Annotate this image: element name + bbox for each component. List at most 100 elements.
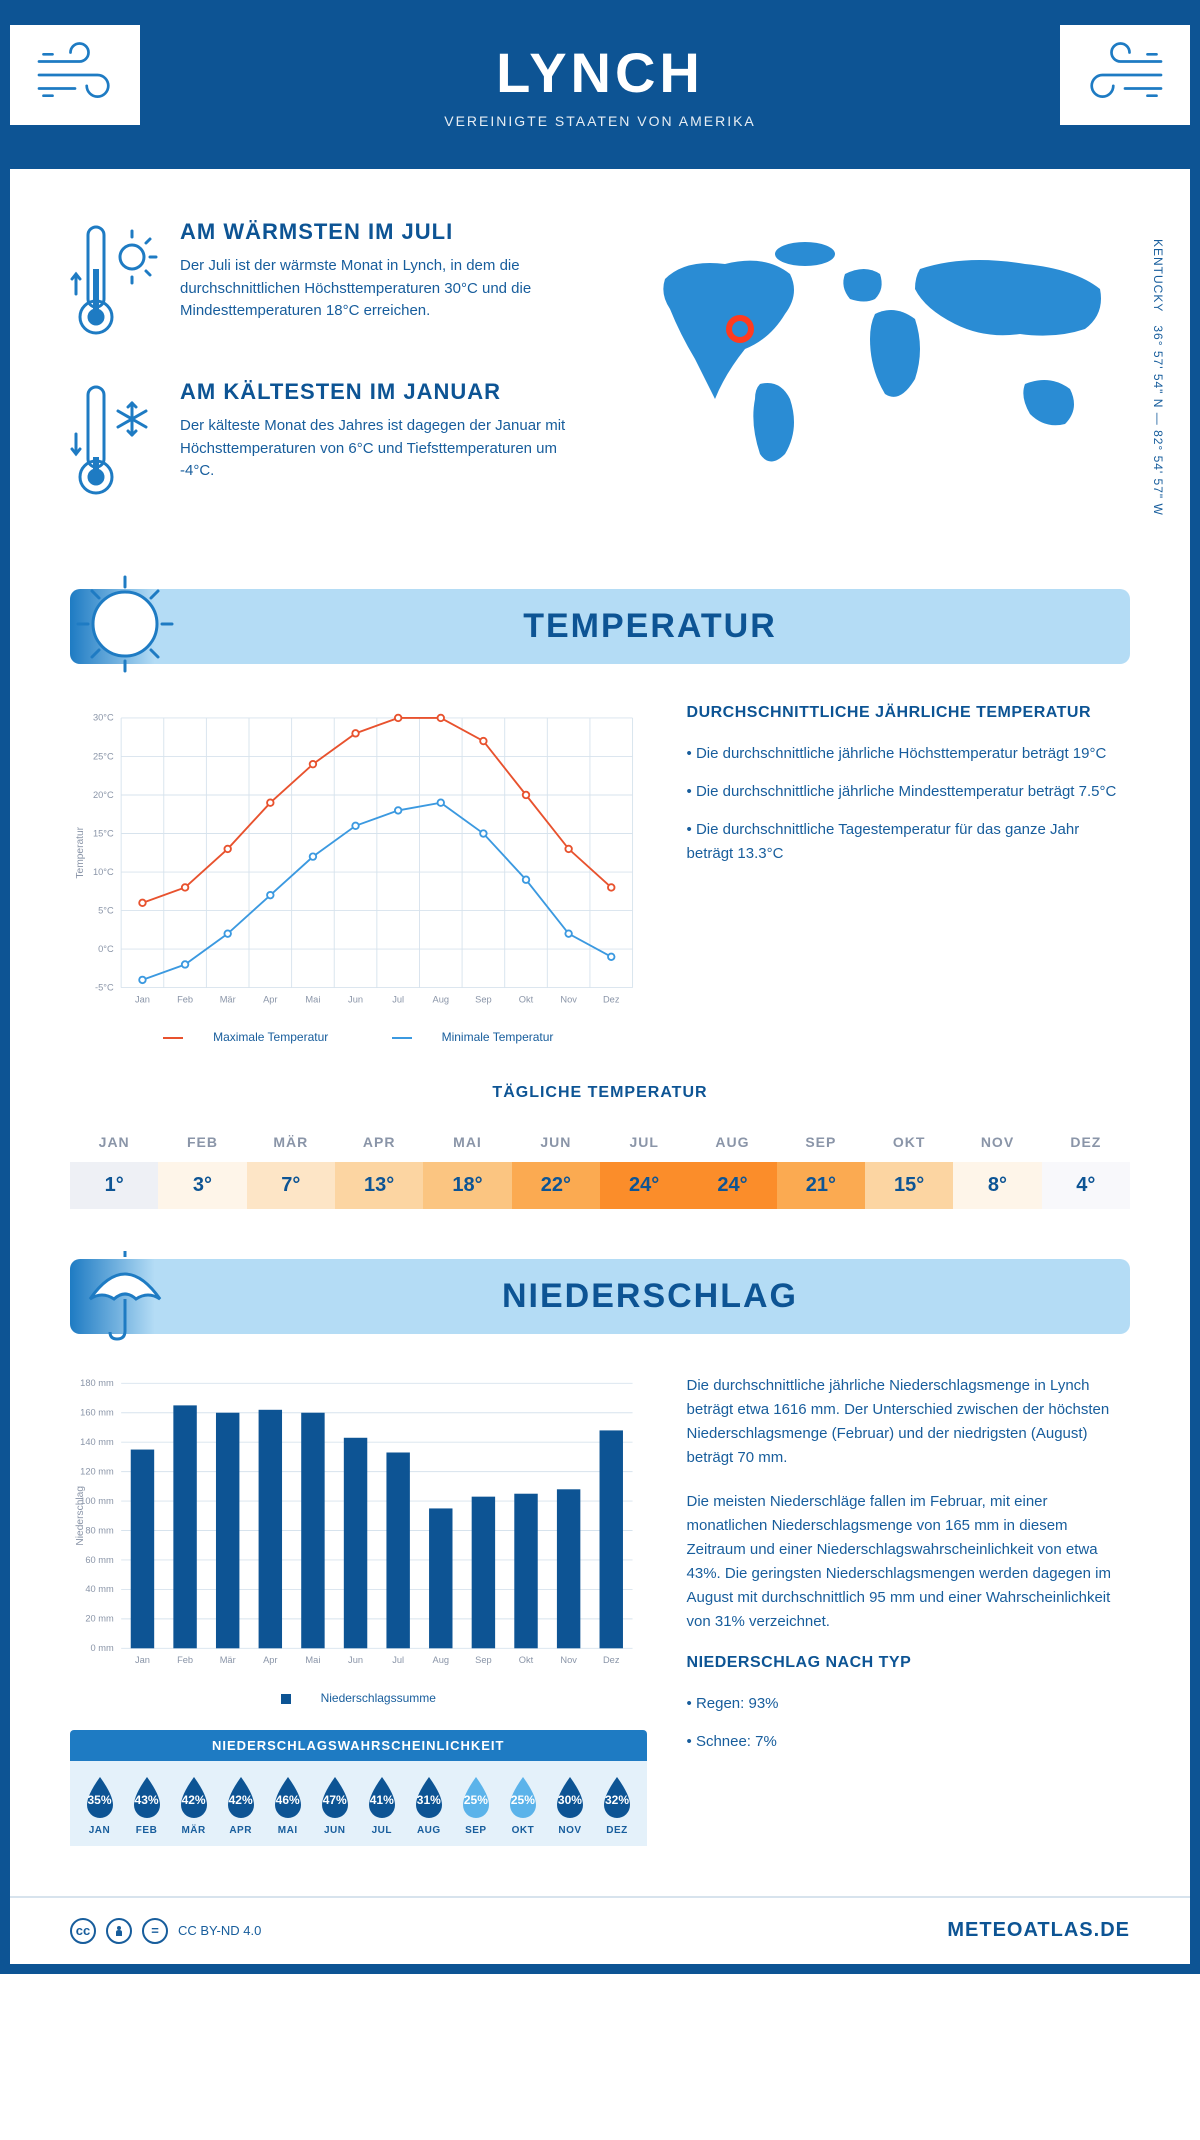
fact-warm-title: AM WÄRMSTEN IM JULI	[180, 219, 580, 245]
svg-text:80 mm: 80 mm	[85, 1525, 114, 1535]
coordinates-label: KENTUCKY 36° 57' 54" N — 82° 54' 57" W	[1151, 239, 1165, 516]
daily-temp-cell: 13°	[335, 1162, 423, 1209]
probability-item: 32% DEZ	[593, 1775, 640, 1836]
thermometer-sun-icon	[70, 219, 160, 344]
svg-text:60 mm: 60 mm	[85, 1555, 114, 1565]
svg-text:10°C: 10°C	[93, 867, 114, 877]
probability-block: NIEDERSCHLAGSWAHRSCHEINLICHKEIT 35% JAN …	[70, 1730, 647, 1846]
daily-month-header: APR	[335, 1122, 423, 1162]
svg-text:Jun: Jun	[348, 1655, 363, 1665]
drop-icon: 31%	[410, 1775, 448, 1821]
daily-temp-value-row: 1°3°7°13°18°22°24°24°21°15°8°4°	[70, 1162, 1130, 1209]
probability-row: 35% JAN 43% FEB 42% MÄR 42% APR 46% MAI …	[70, 1761, 647, 1846]
fact-warmest: AM WÄRMSTEN IM JULI Der Juli ist der wär…	[70, 219, 580, 344]
header: LYNCH VEREINIGTE STAATEN VON AMERIKA	[10, 10, 1190, 169]
daily-temp-title: TÄGLICHE TEMPERATUR	[70, 1084, 1130, 1102]
svg-text:Dez: Dez	[603, 994, 620, 1004]
umbrella-icon	[70, 1239, 180, 1349]
svg-text:Aug: Aug	[433, 994, 450, 1004]
by-icon	[106, 1918, 132, 1944]
svg-text:5°C: 5°C	[98, 905, 114, 915]
svg-text:Mär: Mär	[220, 994, 236, 1004]
city-title: LYNCH	[30, 40, 1170, 105]
precip-chart-legend: Niederschlagssumme	[70, 1691, 647, 1705]
drop-icon: 47%	[316, 1775, 354, 1821]
daily-temp-cell: 24°	[600, 1162, 688, 1209]
drop-icon: 43%	[128, 1775, 166, 1821]
daily-month-header: MAI	[423, 1122, 511, 1162]
daily-month-header: FEB	[158, 1122, 246, 1162]
temp-info-item: Die durchschnittliche Tagestemperatur fü…	[687, 818, 1130, 866]
site-name: METEOATLAS.DE	[947, 1919, 1130, 1942]
svg-text:Niederschlag: Niederschlag	[75, 1486, 86, 1546]
svg-text:Okt: Okt	[519, 994, 534, 1004]
temp-info-title: DURCHSCHNITTLICHE JÄHRLICHE TEMPERATUR	[687, 704, 1130, 722]
svg-text:120 mm: 120 mm	[80, 1467, 114, 1477]
probability-item: 41% JUL	[358, 1775, 405, 1836]
svg-text:25°C: 25°C	[93, 751, 114, 761]
daily-temp-cell: 8°	[953, 1162, 1041, 1209]
drop-icon: 35%	[81, 1775, 119, 1821]
precip-paragraph-2: Die meisten Niederschläge fallen im Febr…	[687, 1490, 1130, 1634]
svg-text:Jan: Jan	[135, 1655, 150, 1665]
precipitation-section: 0 mm20 mm40 mm60 mm80 mm100 mm120 mm140 …	[70, 1374, 1130, 1846]
svg-text:Nov: Nov	[560, 1655, 577, 1665]
svg-text:160 mm: 160 mm	[80, 1408, 114, 1418]
probability-item: 42% MÄR	[170, 1775, 217, 1836]
temp-chart-legend: Maximale Temperatur Minimale Temperatur	[70, 1030, 647, 1044]
drop-icon: 46%	[269, 1775, 307, 1821]
svg-text:Jul: Jul	[392, 1655, 404, 1665]
fact-coldest: AM KÄLTESTEN IM JANUAR Der kälteste Mona…	[70, 379, 580, 504]
svg-text:20°C: 20°C	[93, 790, 114, 800]
daily-temp-cell: 3°	[158, 1162, 246, 1209]
precipitation-bar-chart: 0 mm20 mm40 mm60 mm80 mm100 mm120 mm140 …	[70, 1374, 647, 1681]
thermometer-snow-icon	[70, 379, 160, 504]
daily-temp-cell: 7°	[247, 1162, 335, 1209]
temp-info-item: Die durchschnittliche jährliche Höchstte…	[687, 742, 1130, 766]
license: cc = CC BY-ND 4.0	[70, 1918, 261, 1944]
svg-text:Mai: Mai	[305, 994, 320, 1004]
section-title-temp: TEMPERATUR	[170, 607, 1130, 646]
daily-month-header: JUL	[600, 1122, 688, 1162]
svg-text:Jan: Jan	[135, 994, 150, 1004]
country-subtitle: VEREINIGTE STAATEN VON AMERIKA	[30, 113, 1170, 129]
section-title-precip: NIEDERSCHLAG	[170, 1277, 1130, 1316]
daily-month-header: MÄR	[247, 1122, 335, 1162]
world-map	[620, 219, 1130, 479]
content: AM WÄRMSTEN IM JULI Der Juli ist der wär…	[10, 169, 1190, 1896]
nd-icon: =	[142, 1918, 168, 1944]
precip-type-item: Regen: 93%	[687, 1692, 1130, 1716]
svg-text:180 mm: 180 mm	[80, 1378, 114, 1388]
probability-item: 25% OKT	[499, 1775, 546, 1836]
probability-item: 46% MAI	[264, 1775, 311, 1836]
probability-item: 35% JAN	[76, 1775, 123, 1836]
svg-text:Sep: Sep	[475, 1655, 492, 1665]
wind-icon-left	[10, 25, 140, 125]
section-header-niederschlag: NIEDERSCHLAG	[70, 1259, 1130, 1334]
daily-temp-cell: 15°	[865, 1162, 953, 1209]
intro-row: AM WÄRMSTEN IM JULI Der Juli ist der wär…	[70, 219, 1130, 539]
svg-text:Jun: Jun	[348, 994, 363, 1004]
temp-info-list: Die durchschnittliche jährliche Höchstte…	[687, 742, 1130, 866]
precip-type-item: Schnee: 7%	[687, 1730, 1130, 1754]
probability-item: 30% NOV	[546, 1775, 593, 1836]
wind-icon-right	[1060, 25, 1190, 125]
drop-icon: 30%	[551, 1775, 589, 1821]
daily-temp-cell: 4°	[1042, 1162, 1130, 1209]
precip-paragraph-1: Die durchschnittliche jährliche Niedersc…	[687, 1374, 1130, 1470]
probability-title: NIEDERSCHLAGSWAHRSCHEINLICHKEIT	[70, 1730, 647, 1761]
daily-temp-cell: 21°	[777, 1162, 865, 1209]
svg-text:Sep: Sep	[475, 994, 492, 1004]
daily-month-header: JAN	[70, 1122, 158, 1162]
daily-temp-cell: 18°	[423, 1162, 511, 1209]
svg-text:30°C: 30°C	[93, 713, 114, 723]
svg-text:Nov: Nov	[560, 994, 577, 1004]
cc-icon: cc	[70, 1918, 96, 1944]
svg-text:140 mm: 140 mm	[80, 1437, 114, 1447]
svg-text:Mär: Mär	[220, 1655, 236, 1665]
svg-text:0 mm: 0 mm	[91, 1643, 114, 1653]
daily-month-header: OKT	[865, 1122, 953, 1162]
svg-text:Feb: Feb	[177, 994, 193, 1004]
daily-temp-cell: 24°	[688, 1162, 776, 1209]
svg-text:20 mm: 20 mm	[85, 1614, 114, 1624]
